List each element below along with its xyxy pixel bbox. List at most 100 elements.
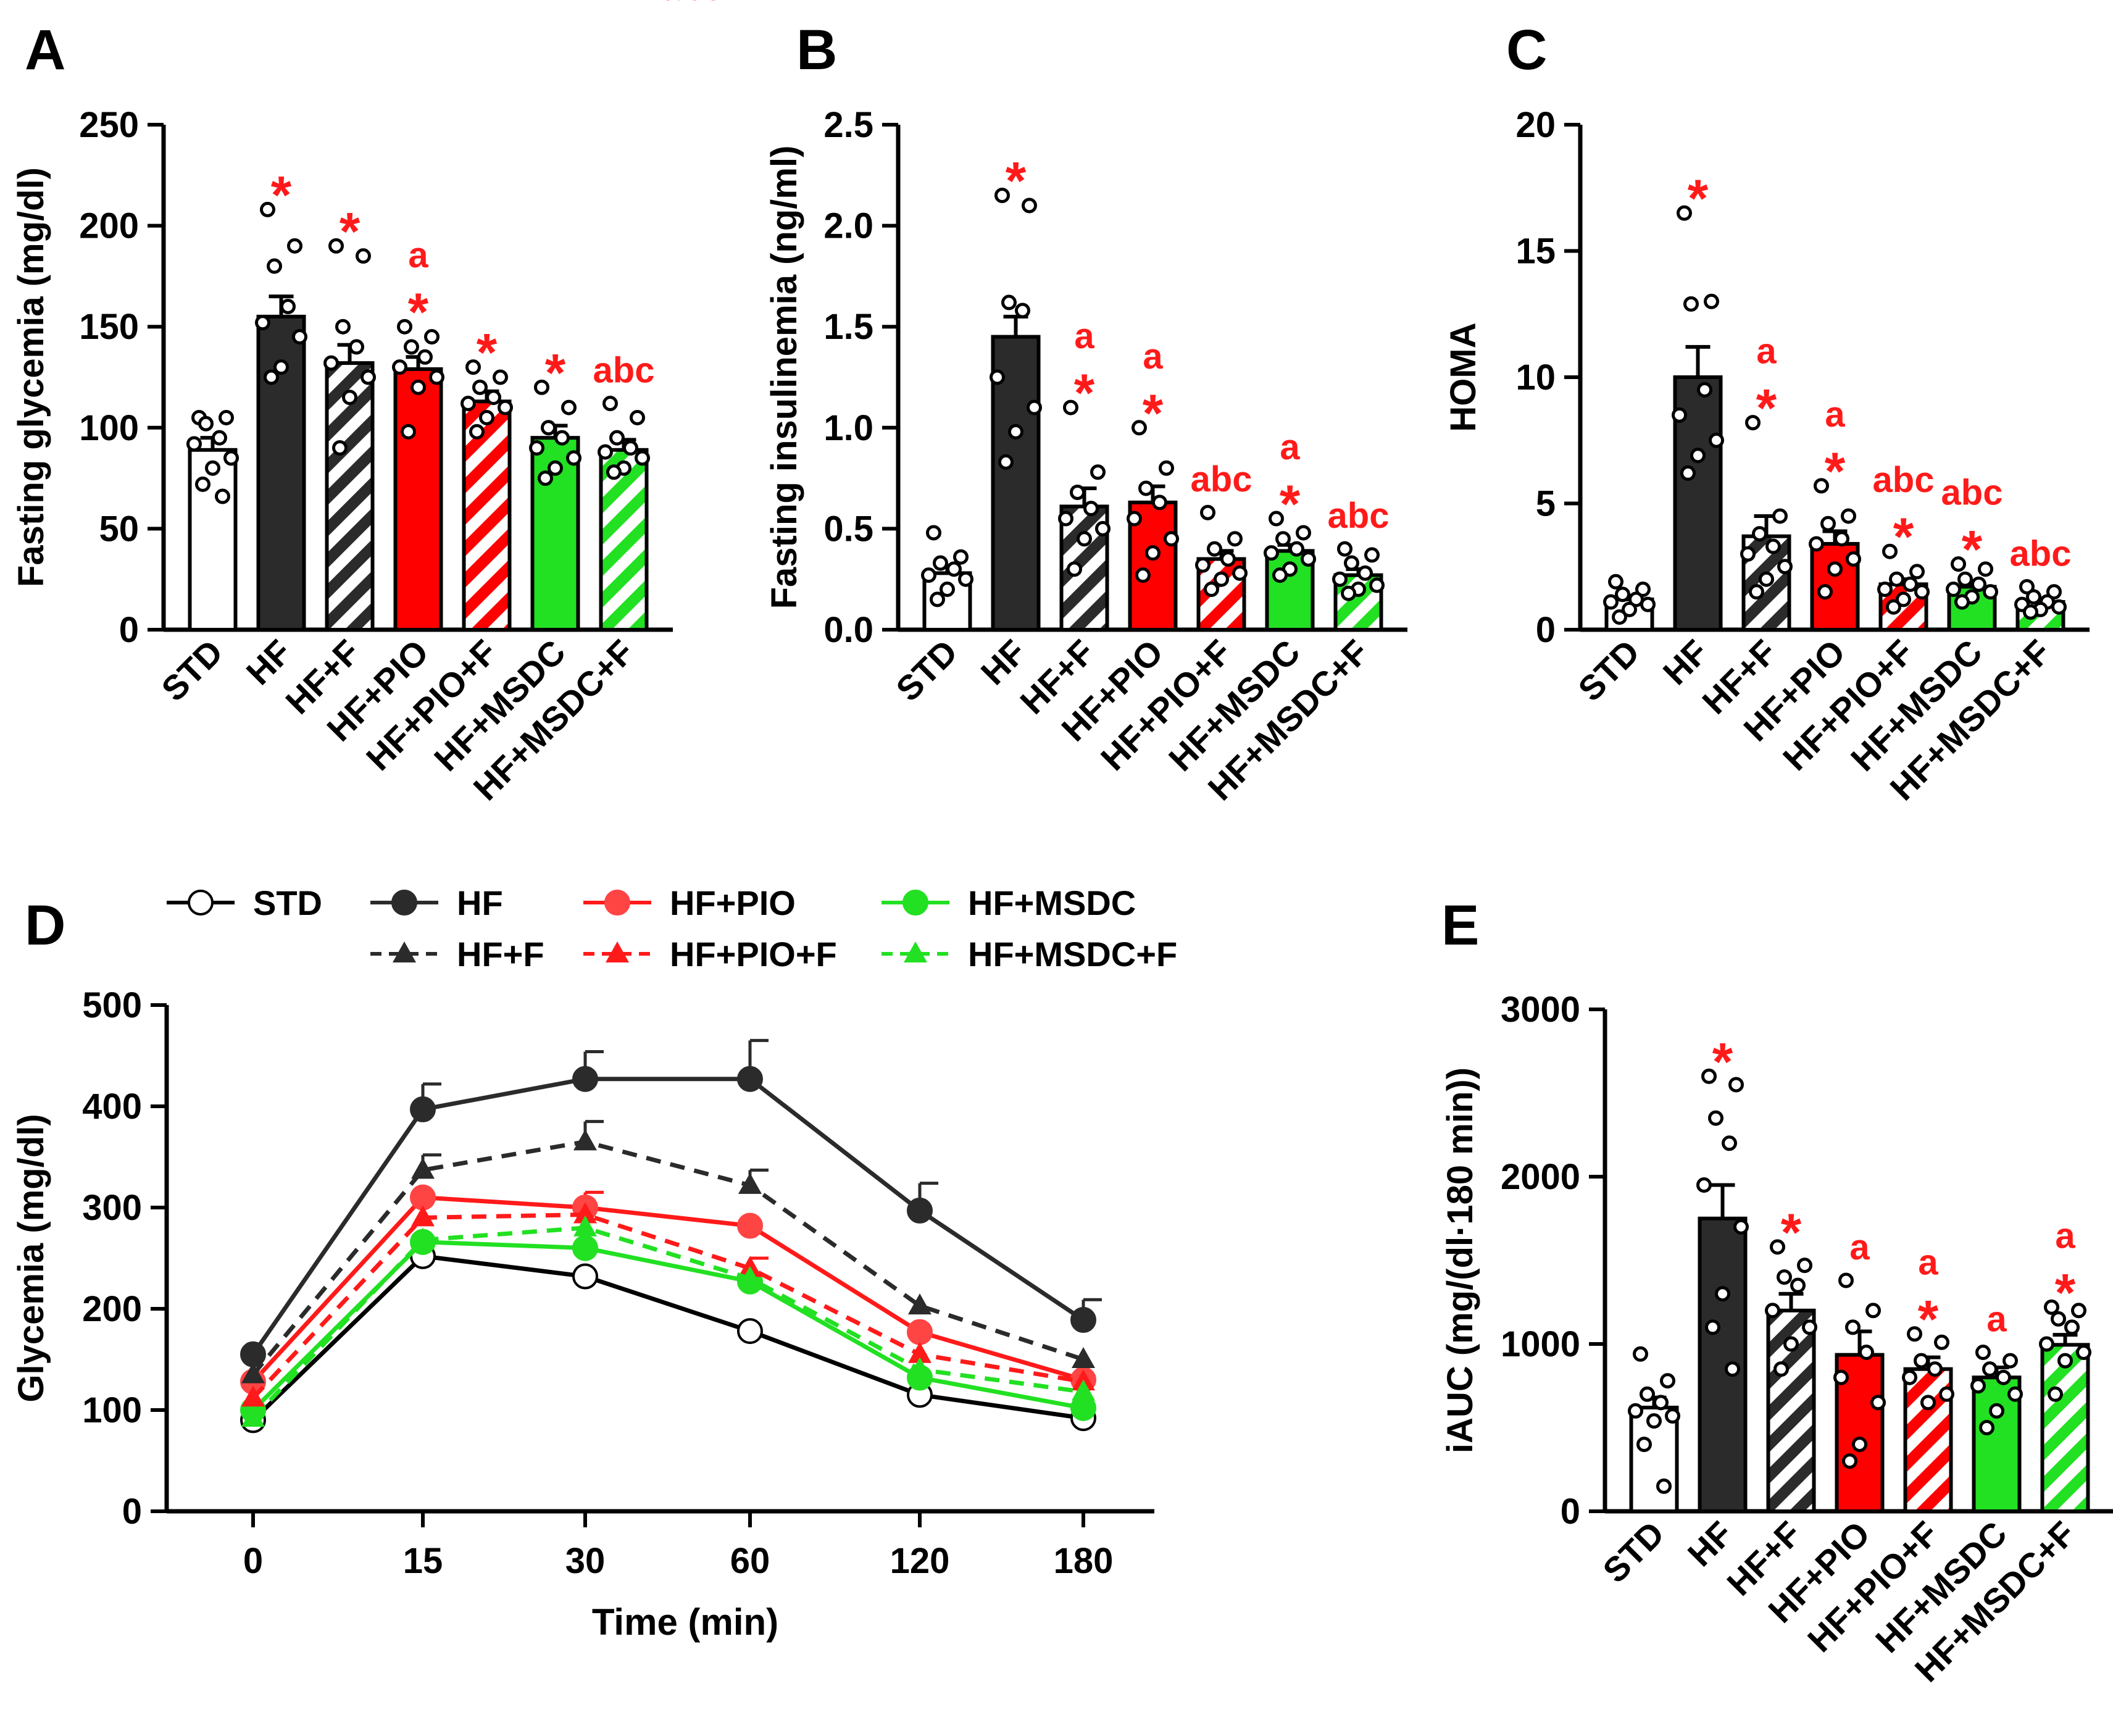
data-point (1672, 407, 1687, 423)
data-point (1058, 511, 1073, 527)
data-point (1870, 1395, 1886, 1411)
y-tick-label: 2.5 (823, 105, 873, 145)
data-point (1790, 1277, 1806, 1293)
data-point (328, 238, 344, 254)
legend-item-hf-msdc: HF+MSDC (881, 883, 1136, 922)
data-point (738, 1172, 762, 1194)
data-point (1820, 515, 1836, 532)
significance-star: * (271, 165, 292, 225)
legend-item-hf-pio-f: HF+PIO+F (583, 935, 837, 974)
data-point (223, 450, 239, 466)
data-point (465, 359, 481, 375)
data-point (1683, 296, 1699, 312)
data-point (1640, 596, 1656, 612)
y-tick-label: 20 (1515, 105, 1556, 145)
data-point (1264, 545, 1279, 561)
data-point (241, 1362, 265, 1383)
significance-letter: a (1074, 316, 1094, 356)
data-point (1660, 1373, 1675, 1389)
data-point (1814, 478, 1829, 494)
data-point (554, 430, 570, 446)
data-point (1132, 420, 1147, 436)
panel-b-fasting-insulinemia: 0.0 0.5 1.0 1.5 2.0 2.5 Fasting insulinemia (n… (764, 105, 1407, 807)
data-point (1635, 582, 1651, 598)
significance-letter: a (1756, 332, 1777, 372)
legend-label: HF+PIO+F (670, 935, 837, 974)
data-point (990, 369, 1005, 385)
data-point (1072, 1379, 1095, 1401)
data-point (1886, 599, 1901, 615)
data-point (573, 1129, 597, 1151)
data-point (1195, 557, 1211, 573)
data-point (1701, 1068, 1717, 1084)
significance-letter: abc (1191, 459, 1252, 499)
data-point (921, 567, 936, 583)
data-point (573, 1215, 597, 1237)
data-point (926, 525, 941, 541)
data-point (1027, 399, 1042, 415)
data-point (2046, 584, 2062, 600)
data-point (1337, 541, 1352, 557)
data-point (1920, 1395, 1936, 1411)
data-point (548, 460, 563, 476)
legend-label: HF+F (457, 935, 544, 974)
data-point (1364, 547, 1380, 563)
data-point (1889, 571, 1904, 587)
legend-marker (393, 941, 416, 962)
data-point (1090, 464, 1106, 480)
data-point (280, 298, 296, 314)
data-point (1015, 303, 1030, 319)
data-point (1834, 531, 1849, 547)
significance-star: * (1280, 475, 1301, 534)
bar-hf-f (325, 361, 375, 632)
y-tick-label: 150 (79, 307, 139, 347)
data-point (1296, 525, 1311, 541)
data-point (1971, 576, 1986, 592)
data-point (1640, 1386, 1655, 1402)
data-point (1846, 551, 1861, 567)
series-hf-f (241, 1120, 1095, 1383)
data-point (908, 1342, 931, 1363)
data-point (1135, 567, 1151, 583)
data-point (2051, 599, 2067, 615)
data-point (1220, 551, 1236, 567)
series-line (251, 1195, 1084, 1383)
legend-item-std: STD (167, 883, 322, 922)
data-point (602, 396, 618, 412)
data-point (1777, 1269, 1792, 1285)
data-point (469, 424, 485, 440)
bar-hf (256, 314, 306, 632)
data-point (1740, 546, 1756, 562)
significance-star: * (477, 323, 498, 383)
data-point (1633, 1346, 1648, 1362)
data-point (1653, 1395, 1669, 1411)
data-point (1665, 1408, 1680, 1424)
data-point (1749, 584, 1764, 600)
data-point (2064, 1319, 2080, 1335)
x-tick-label: 30 (565, 1541, 606, 1581)
series-std (240, 1243, 1096, 1433)
significance-star: * (545, 343, 566, 403)
legend-label: HF+MSDC (968, 883, 1136, 922)
significance-star: * (1962, 520, 1983, 580)
panel-letter-d: D (25, 894, 65, 957)
data-point (424, 329, 440, 345)
data-point (1636, 1437, 1652, 1453)
data-point (1914, 1353, 1929, 1369)
x-tick-label: 180 (1054, 1541, 1114, 1581)
data-point (2026, 589, 2041, 605)
data-point (907, 1319, 933, 1345)
data-point (479, 409, 494, 425)
significance-star: * (1712, 1032, 1733, 1091)
data-point (1704, 293, 1719, 309)
data-point (287, 238, 302, 254)
y-tick-label: 3000 (1501, 990, 1580, 1030)
bar-hf-msdc-f (2040, 1343, 2090, 1513)
data-point (1275, 531, 1291, 547)
y-tick-label: 0 (1561, 1492, 1580, 1532)
data-point (1817, 584, 1833, 600)
data-point (1927, 1361, 1943, 1377)
